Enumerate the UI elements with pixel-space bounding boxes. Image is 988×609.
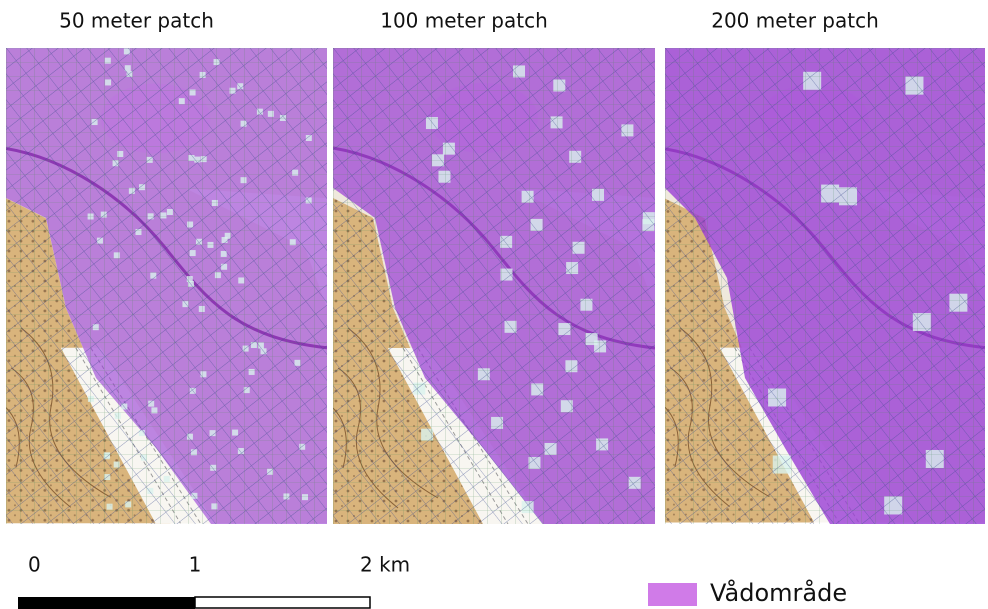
grid-square bbox=[333, 48, 655, 524]
wetland-layer bbox=[6, 48, 328, 524]
scale-white bbox=[195, 597, 370, 608]
scale-black bbox=[18, 597, 195, 609]
figure: 50 meter patch 100 meter patch 200 meter p… bbox=[0, 0, 988, 609]
scale-label: 2 km bbox=[360, 553, 410, 577]
wetland-layer bbox=[333, 48, 655, 524]
map-panel bbox=[333, 48, 655, 524]
map-panel bbox=[6, 48, 328, 524]
page: 50 meter patch 100 meter patch 200 meter p… bbox=[0, 0, 988, 609]
grid-square bbox=[665, 48, 987, 524]
scale-label: 1 bbox=[189, 553, 202, 577]
panel-title: 50 meter patch bbox=[59, 9, 214, 33]
wetland-layer bbox=[665, 48, 987, 524]
panel-title: 100 meter patch bbox=[380, 9, 548, 33]
legend-label: Vådområde bbox=[710, 578, 847, 607]
grid-square bbox=[6, 48, 328, 524]
panel-title: 200 meter patch bbox=[711, 9, 879, 33]
legend-swatch bbox=[648, 583, 697, 606]
map-panel bbox=[665, 48, 987, 524]
scale-label: 0 bbox=[28, 553, 41, 577]
